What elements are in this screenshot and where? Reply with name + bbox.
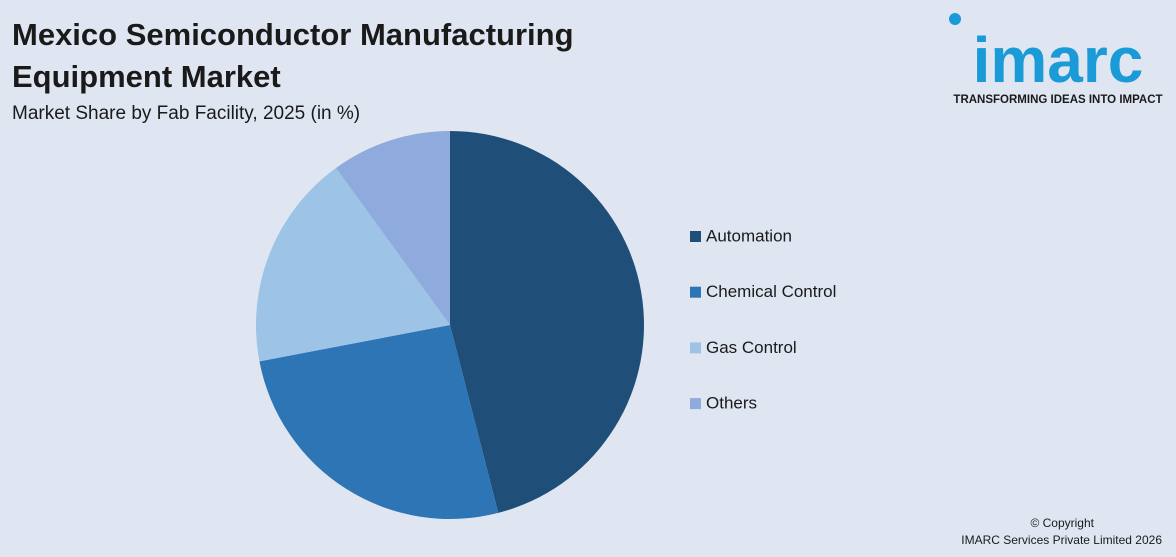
logo-name: imarc xyxy=(973,24,1144,96)
chart-subtitle: Market Share by Fab Facility, 2025 (in %… xyxy=(12,103,360,124)
pie-slice xyxy=(256,168,450,362)
legend-label: Automation xyxy=(706,226,792,245)
chart-title: Mexico Semiconductor Manufacturing Equip… xyxy=(12,17,574,94)
legend-swatch xyxy=(690,231,701,242)
logo-tagline: TRANSFORMING IDEAS INTO IMPACT xyxy=(953,94,1162,106)
logo-dot xyxy=(949,13,961,25)
copyright: © Copyright xyxy=(1030,516,1094,530)
legend-label: Gas Control xyxy=(706,338,797,357)
legend-label: Chemical Control xyxy=(706,282,836,301)
legend-swatch xyxy=(690,286,701,298)
pie-slice xyxy=(259,325,499,519)
pie-slice xyxy=(335,131,450,325)
title-box: Mexico Semiconductor Manufacturing Equip… xyxy=(12,17,574,94)
legend-label: Others xyxy=(706,394,757,413)
pie-slice xyxy=(450,131,644,513)
legend-swatch xyxy=(690,342,701,354)
legend-swatch xyxy=(690,398,701,410)
company: IMARC Services Private Limited 2026 xyxy=(961,533,1162,547)
